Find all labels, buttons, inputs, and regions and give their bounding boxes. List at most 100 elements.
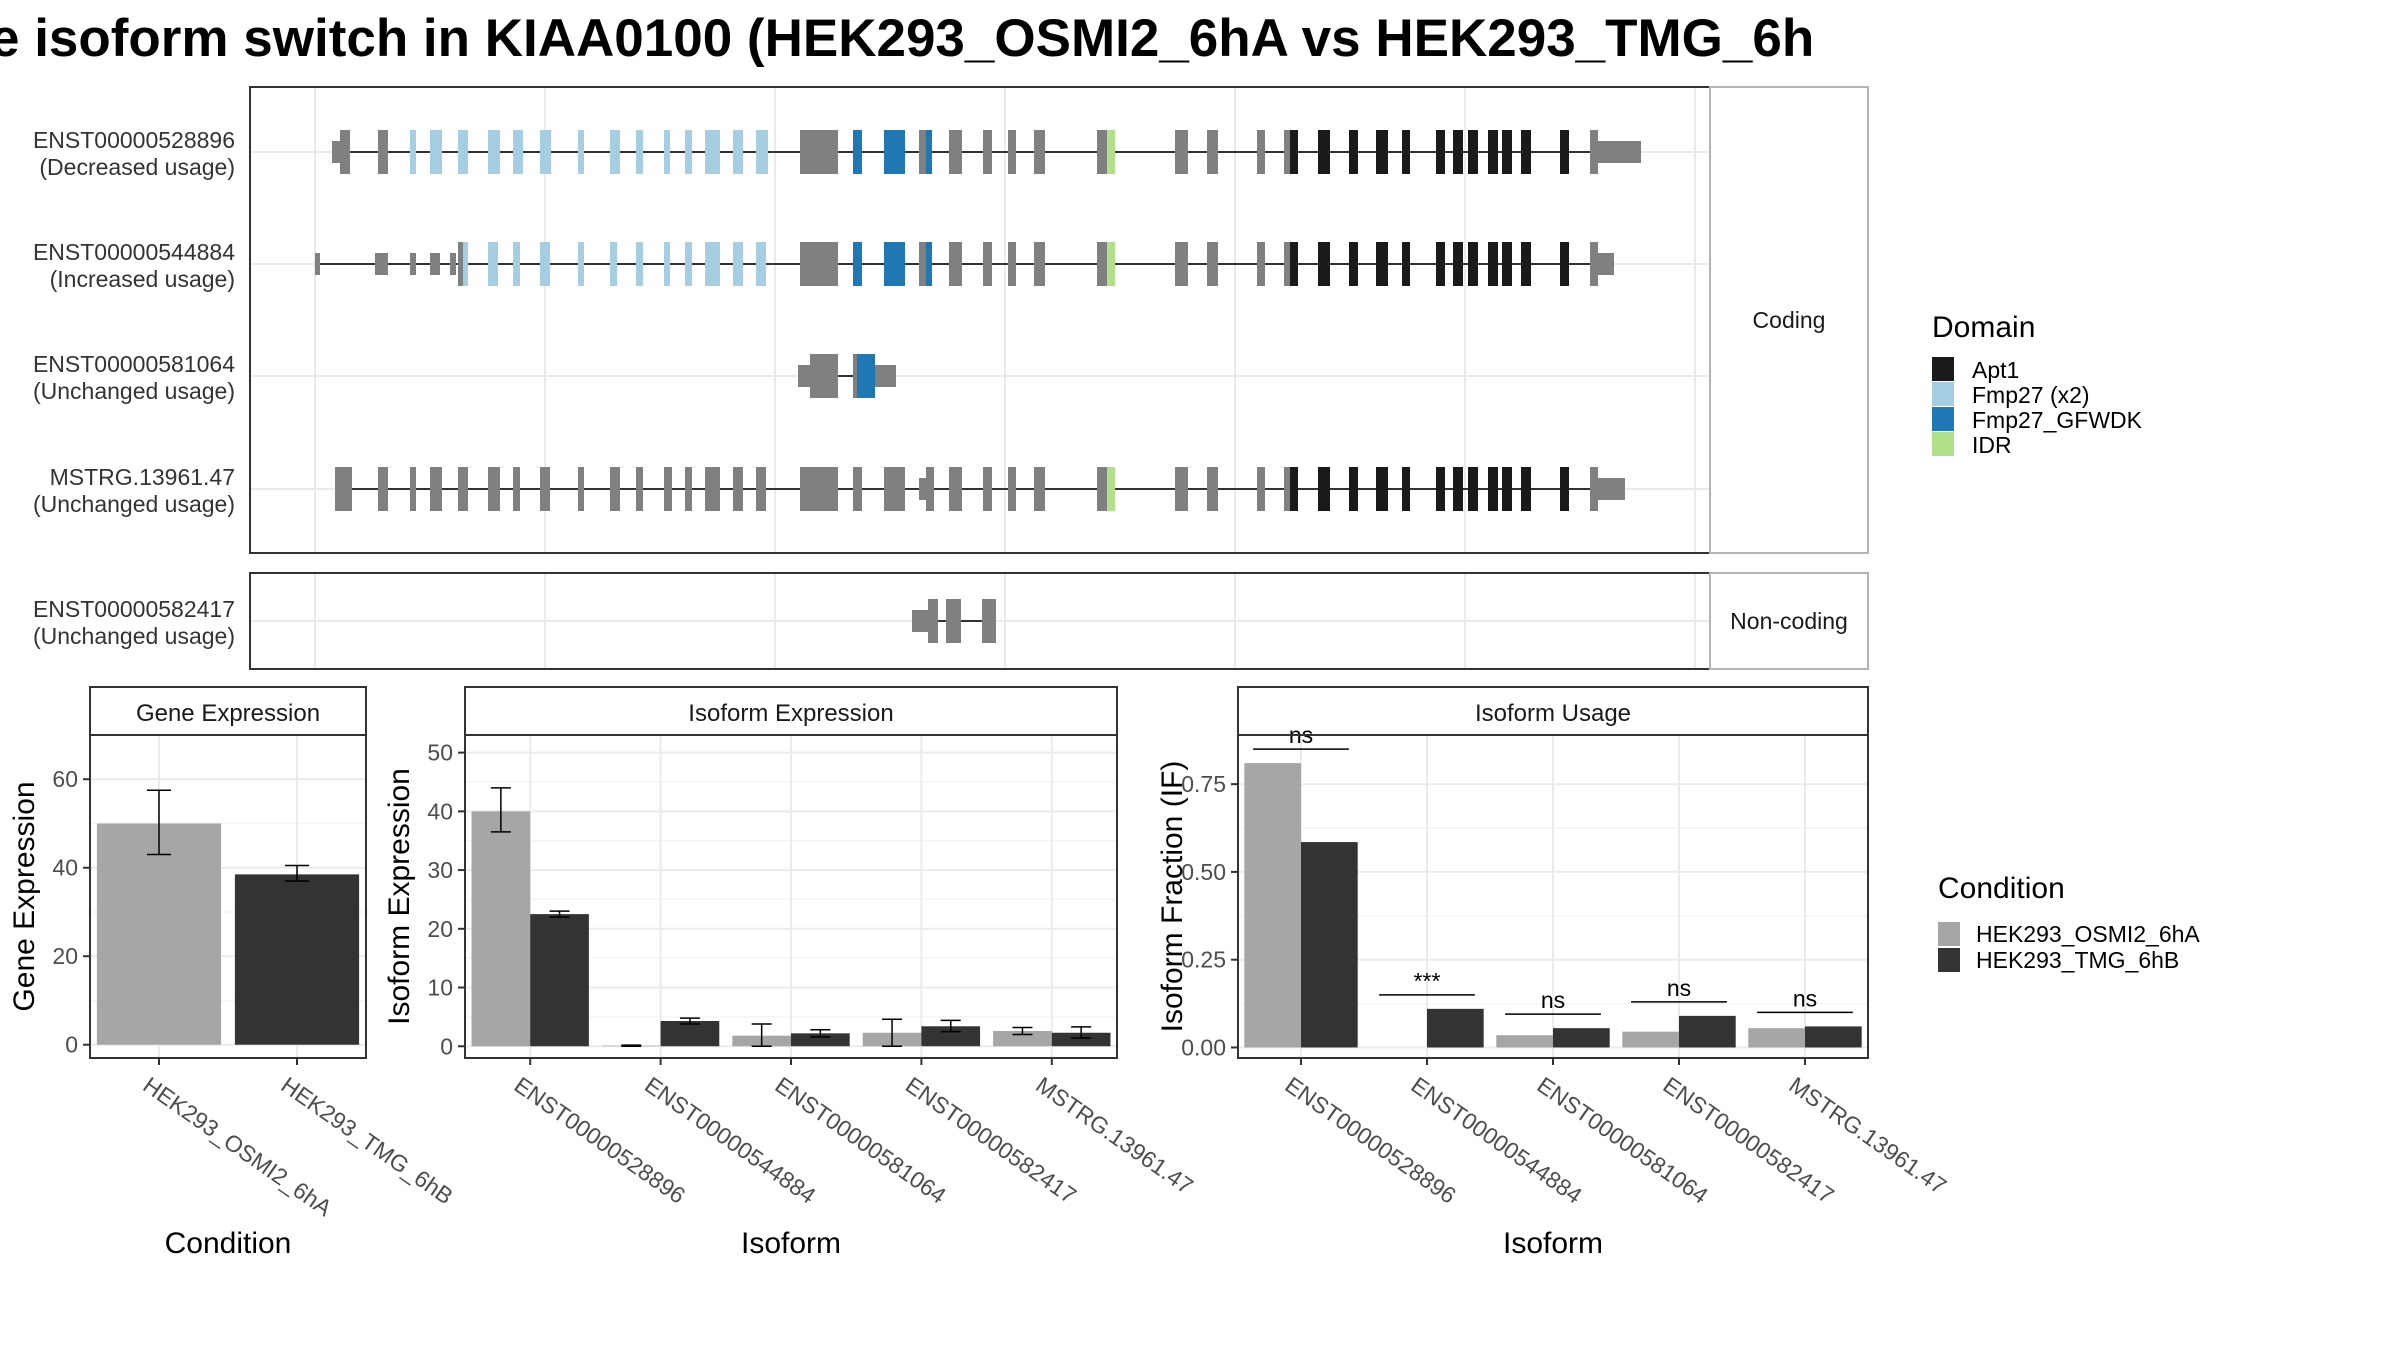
- significance-label: ns: [1541, 987, 1565, 1013]
- exon-block: [733, 242, 743, 286]
- exon-block: [1034, 467, 1045, 511]
- exon-block: [513, 467, 520, 511]
- exon-block: [705, 467, 720, 511]
- exon-block: [1590, 467, 1598, 511]
- exon-block: [853, 130, 862, 174]
- exon-block: [946, 599, 961, 643]
- bar: [1622, 1031, 1679, 1048]
- exon-block: [685, 130, 692, 174]
- exon-block: [875, 365, 896, 387]
- bar: [1748, 1028, 1805, 1048]
- exon-block: [1560, 130, 1569, 174]
- exon-block: [1107, 467, 1115, 511]
- exon-block: [1349, 467, 1358, 511]
- coding-strip-label: Coding: [1753, 307, 1826, 333]
- bar: [234, 874, 360, 1045]
- exon-block: [733, 467, 743, 511]
- exon-block: [1175, 130, 1188, 174]
- exon-block: [664, 467, 672, 511]
- exon-block: [1590, 242, 1598, 286]
- exon-block: [610, 242, 617, 286]
- domain-legend-key: [1932, 357, 1954, 381]
- exon-block: [1318, 130, 1330, 174]
- exon-block: [458, 467, 468, 511]
- exon-block: [810, 354, 838, 398]
- panel-border: [89, 734, 367, 1059]
- exon-block: [884, 242, 905, 286]
- exon-block: [1107, 130, 1115, 174]
- exon-block: [578, 242, 584, 286]
- exon-block: [430, 467, 442, 511]
- exon-block: [1521, 467, 1531, 511]
- exon-block: [1008, 467, 1016, 511]
- exon-block: [1175, 467, 1188, 511]
- significance-label: ***: [1414, 968, 1441, 994]
- exon-block: [884, 130, 905, 174]
- condition-legend-label: HEK293_OSMI2_6hA: [1976, 921, 2200, 947]
- exon-block: [578, 467, 584, 511]
- bar: [921, 1026, 981, 1047]
- exon-block: [1598, 478, 1625, 500]
- exon-block: [578, 130, 584, 174]
- exon-block: [1560, 467, 1569, 511]
- y-axis-title: Isoform Expression: [383, 768, 416, 1025]
- exon-block: [1521, 242, 1531, 286]
- domain-legend-label: IDR: [1972, 432, 2012, 458]
- exon-block: [1034, 242, 1045, 286]
- exon-block: [853, 242, 862, 286]
- noncoding-strip-label: Non-coding: [1730, 608, 1848, 634]
- exon-block: [410, 130, 416, 174]
- exon-block: [1502, 242, 1512, 286]
- exon-block: [1318, 467, 1330, 511]
- exon-block: [853, 467, 862, 511]
- exon-block: [664, 242, 670, 286]
- exon-block: [340, 130, 350, 174]
- panel-border: [1237, 734, 1869, 1059]
- exon-block: [1376, 130, 1388, 174]
- exon-block: [756, 467, 766, 511]
- bar: [530, 914, 589, 1047]
- exon-block: [685, 242, 692, 286]
- domain-legend-label: Fmp27_GFWDK: [1972, 407, 2143, 433]
- bar: [993, 1030, 1052, 1047]
- chart-title: e isoform switch in KIAA0100 (HEK293_OSM…: [0, 0, 1870, 80]
- exon-block: [1097, 467, 1107, 511]
- y-tick-label: 40: [52, 855, 78, 881]
- exon-block: [636, 242, 643, 286]
- bar: [471, 811, 531, 1047]
- y-tick-label: 50: [427, 740, 453, 766]
- exon-block: [853, 354, 857, 398]
- exon-block: [1598, 141, 1641, 163]
- exon-block: [705, 242, 720, 286]
- exon-block: [1502, 467, 1512, 511]
- exon-block: [488, 130, 500, 174]
- y-tick-label: 30: [427, 857, 453, 883]
- exon-block: [378, 130, 388, 174]
- exon-block: [1257, 130, 1265, 174]
- exon-block: [857, 354, 875, 398]
- bar: [1427, 1008, 1484, 1048]
- x-axis-title: Isoform: [1503, 1227, 1603, 1260]
- condition-legend-title: Condition: [1938, 872, 2065, 905]
- exon-block: [610, 467, 620, 511]
- exon-block: [430, 253, 440, 275]
- y-axis-title: Gene Expression: [8, 781, 41, 1011]
- x-axis-title: Condition: [165, 1227, 292, 1260]
- exon-block: [982, 599, 996, 643]
- exon-block: [685, 467, 692, 511]
- panel-strip-title: Isoform Expression: [688, 700, 893, 727]
- exon-block: [1598, 253, 1614, 275]
- exon-block: [983, 467, 992, 511]
- exon-block: [1290, 467, 1298, 511]
- y-tick-label: 0: [440, 1033, 453, 1059]
- y-tick-label: 0.25: [1181, 947, 1226, 973]
- exon-block: [458, 242, 463, 286]
- bar: [791, 1033, 850, 1047]
- exon-block: [1175, 242, 1188, 286]
- exon-block: [1468, 242, 1478, 286]
- exon-block: [949, 467, 962, 511]
- exon-block: [513, 242, 520, 286]
- isoform-usage-label: (Increased usage): [50, 266, 235, 292]
- exon-block: [928, 599, 938, 643]
- exon-block: [488, 467, 500, 511]
